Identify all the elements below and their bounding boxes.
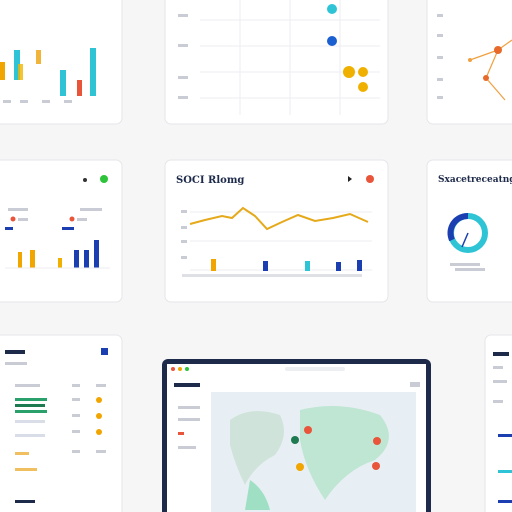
card-title: Sxacetreceatng bbox=[438, 175, 512, 185]
bar-card-middle bbox=[0, 159, 123, 303]
trend-line bbox=[189, 206, 369, 231]
network-card bbox=[426, 0, 512, 125]
donut-card: Sxacetreceatng bbox=[426, 159, 512, 303]
bar-card-top bbox=[0, 0, 123, 125]
partial-card bbox=[484, 334, 512, 512]
laptop-map bbox=[162, 359, 431, 512]
scatter-card bbox=[164, 0, 389, 125]
line-card: SOCI Rlomg bbox=[164, 159, 389, 303]
table-card bbox=[0, 334, 123, 512]
card-title: SOCI Rlomg bbox=[176, 175, 244, 186]
